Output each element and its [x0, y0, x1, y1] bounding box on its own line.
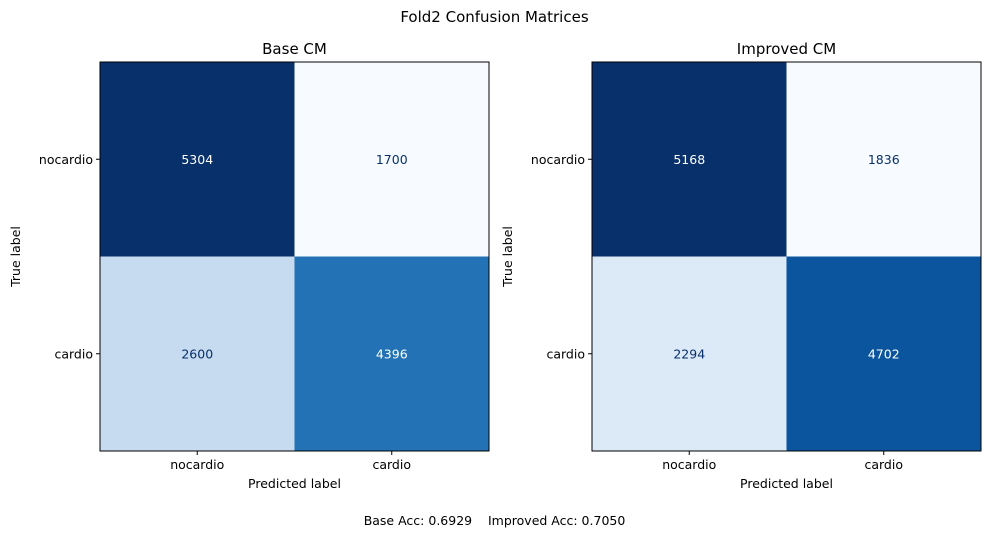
cm-cell — [294, 256, 489, 451]
cell-value-label: 2294 — [673, 346, 705, 361]
cm-cell — [592, 62, 787, 257]
figure-title: Fold2 Confusion Matrices — [400, 8, 589, 26]
cm-cell — [592, 256, 787, 451]
cm-cell — [100, 62, 295, 257]
cell-value-label: 2600 — [181, 346, 213, 361]
y-tick-label: cardio — [546, 346, 585, 361]
x-axis-label: Predicted label — [248, 476, 341, 491]
subplot-title: Base CM — [262, 40, 327, 58]
subplot-title: Improved CM — [737, 40, 836, 58]
cell-value-label: 1700 — [376, 152, 408, 167]
x-tick-label: cardio — [372, 457, 411, 472]
y-tick-label: nocardio — [39, 152, 93, 167]
y-tick-label: nocardio — [531, 152, 585, 167]
axes-frame — [99, 61, 490, 452]
cm-cell — [786, 62, 981, 257]
y-tick-label: cardio — [54, 346, 93, 361]
y-axis-label: True label — [500, 226, 515, 288]
cm-cell — [100, 256, 295, 451]
cm-cell — [294, 62, 489, 257]
cell-value-label: 4396 — [376, 346, 408, 361]
cell-value-label: 4702 — [868, 346, 900, 361]
axes-frame — [591, 61, 982, 452]
cell-value-label: 5304 — [181, 152, 213, 167]
x-tick-label: cardio — [864, 457, 903, 472]
x-tick-label: nocardio — [170, 457, 224, 472]
cell-value-label: 1836 — [868, 152, 900, 167]
y-axis-label: True label — [8, 226, 23, 288]
x-axis-label: Predicted label — [740, 476, 833, 491]
x-tick-label: nocardio — [662, 457, 716, 472]
cm-cell — [786, 256, 981, 451]
accuracy-footer: Base Acc: 0.6929 Improved Acc: 0.7050 — [363, 513, 626, 528]
cell-value-label: 5168 — [673, 152, 705, 167]
